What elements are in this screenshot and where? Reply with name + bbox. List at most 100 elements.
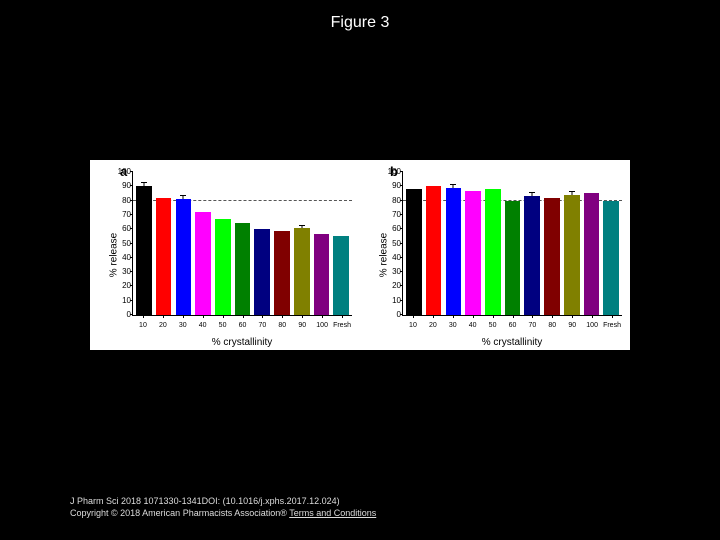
bar (406, 189, 422, 315)
ytick-mark (400, 228, 403, 229)
error-bar (453, 185, 454, 188)
xtick-mark (513, 315, 514, 318)
bar-slot (602, 172, 620, 315)
xtick-mark (282, 315, 283, 318)
xtick-label: 70 (529, 322, 537, 329)
xtick-label: 50 (219, 322, 227, 329)
bar-slot (253, 172, 271, 315)
panel-a: a % release 0102030405060708090100102030… (90, 160, 360, 350)
bar (426, 186, 442, 315)
bar-slot (135, 172, 153, 315)
bar (156, 198, 172, 315)
panel-a-plot: 0102030405060708090100102030405060708090… (132, 172, 352, 316)
xtick-label: 80 (548, 322, 556, 329)
ytick-mark (130, 228, 133, 229)
ytick-mark (400, 271, 403, 272)
xtick-mark (493, 315, 494, 318)
bar (333, 236, 349, 315)
ytick-mark (400, 300, 403, 301)
xtick-label: 30 (449, 322, 457, 329)
xtick-mark (163, 315, 164, 318)
bar (485, 189, 501, 315)
ytick-mark (130, 285, 133, 286)
ytick-mark (400, 257, 403, 258)
ytick-mark (130, 243, 133, 244)
xtick-label: 100 (586, 322, 598, 329)
slide: Figure 3 a % release 0102030405060708090… (0, 0, 720, 540)
ytick-label: 50 (111, 240, 131, 248)
xtick-label: 90 (298, 322, 306, 329)
ytick-label: 80 (111, 197, 131, 205)
bar (524, 196, 540, 315)
bar (215, 219, 231, 315)
bar-slot (405, 172, 423, 315)
ytick-mark (400, 185, 403, 186)
error-cap (529, 192, 535, 193)
bar-slot (583, 172, 601, 315)
bar-slot (234, 172, 252, 315)
ytick-label: 60 (111, 225, 131, 233)
bar (564, 195, 580, 315)
panel-b: b % release 0102030405060708090100102030… (360, 160, 630, 350)
xtick-mark (612, 315, 613, 318)
xtick-mark (532, 315, 533, 318)
ytick-label: 90 (381, 182, 401, 190)
xtick-mark (143, 315, 144, 318)
ytick-label: 0 (381, 311, 401, 319)
panel-a-bars (133, 172, 352, 315)
xtick-label: 30 (179, 322, 187, 329)
xtick-mark (262, 315, 263, 318)
ytick-mark (130, 300, 133, 301)
ytick-label: 70 (111, 211, 131, 219)
xtick-mark (183, 315, 184, 318)
figure-title: Figure 3 (0, 14, 720, 32)
footer-copyright: Copyright © 2018 American Pharmacists As… (70, 507, 376, 520)
ytick-label: 20 (381, 282, 401, 290)
bar (603, 201, 619, 315)
xtick-label: 70 (259, 322, 267, 329)
ytick-label: 40 (111, 254, 131, 262)
ytick-mark (400, 200, 403, 201)
bar (505, 201, 521, 315)
xtick-label: Fresh (333, 322, 351, 329)
ytick-label: 10 (111, 297, 131, 305)
ytick-label: 0 (111, 311, 131, 319)
ytick-mark (130, 185, 133, 186)
ytick-mark (400, 314, 403, 315)
ytick-label: 90 (111, 182, 131, 190)
error-cap (141, 182, 147, 183)
xtick-mark (203, 315, 204, 318)
xtick-label: 20 (429, 322, 437, 329)
footer-citation: J Pharm Sci 2018 1071330-1341DOI: (10.10… (70, 495, 376, 508)
bar-slot (313, 172, 331, 315)
bar (176, 199, 192, 315)
bar-slot (484, 172, 502, 315)
panel-b-xlabel: % crystallinity (402, 337, 622, 348)
panel-a-xlabel: % crystallinity (132, 337, 352, 348)
bar-slot (332, 172, 350, 315)
ytick-mark (130, 200, 133, 201)
ytick-label: 100 (381, 168, 401, 176)
ytick-label: 100 (111, 168, 131, 176)
bar (254, 229, 270, 315)
ytick-mark (130, 271, 133, 272)
bar-slot (504, 172, 522, 315)
ytick-label: 10 (381, 297, 401, 305)
terms-link[interactable]: Terms and Conditions (289, 508, 376, 518)
ytick-mark (130, 214, 133, 215)
ytick-label: 30 (381, 268, 401, 276)
error-cap (299, 225, 305, 226)
panel-b-bars (403, 172, 622, 315)
error-bar (532, 193, 533, 196)
panel-b-plot: 0102030405060708090100102030405060708090… (402, 172, 622, 316)
xtick-label: 100 (316, 322, 328, 329)
error-bar (183, 196, 184, 199)
error-bar (143, 183, 144, 186)
bar-slot (523, 172, 541, 315)
xtick-label: 10 (139, 322, 147, 329)
bar (446, 188, 462, 315)
xtick-label: 40 (199, 322, 207, 329)
ytick-mark (130, 257, 133, 258)
ytick-label: 50 (381, 240, 401, 248)
xtick-label: 40 (469, 322, 477, 329)
